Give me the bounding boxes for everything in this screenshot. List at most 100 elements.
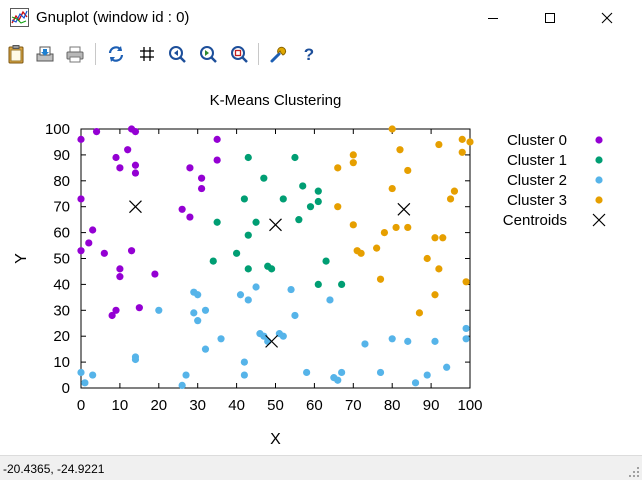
help-icon: ? [304, 45, 314, 64]
data-point-cluster-0 [131, 127, 140, 136]
toggle-grid-button[interactable] [135, 42, 159, 66]
mouse-coordinates: -20.4365, -24.9221 [3, 462, 105, 476]
legend-key-cluster-1 [595, 156, 603, 164]
data-point-cluster-2 [178, 381, 186, 390]
x-tick-label: 0 [77, 397, 85, 414]
data-point-cluster-0 [112, 153, 120, 162]
x-tick-label: 100 [457, 397, 482, 414]
y-tick-label: 100 [45, 121, 70, 138]
legend-label: Centroids [503, 212, 567, 229]
y-tick-label: 0 [62, 380, 70, 397]
data-point-cluster-0 [197, 174, 206, 182]
data-point-cluster-2 [404, 337, 412, 345]
data-point-cluster-3 [450, 187, 459, 195]
data-point-cluster-0 [127, 247, 136, 255]
data-point-cluster-0 [135, 304, 143, 312]
data-point-cluster-1 [279, 195, 287, 203]
options-button[interactable] [266, 42, 290, 66]
data-point-cluster-2 [291, 311, 299, 320]
minimize-button[interactable] [470, 0, 516, 36]
data-point-cluster-3 [373, 244, 381, 252]
data-point-cluster-3 [458, 148, 466, 156]
data-point-cluster-2 [194, 317, 202, 325]
title-bar[interactable]: Gnuplot (window id : 0) [0, 0, 642, 36]
x-tick-label: 40 [228, 397, 245, 414]
plot-area[interactable]: 0 10 20 30 40 50 60 70 80 90 100 0 10 20 30 40 50 60 70 80 9… [0, 72, 642, 454]
data-point-cluster-3 [376, 275, 385, 283]
data-point-cluster-0 [197, 184, 206, 193]
data-point-cluster-0 [77, 135, 85, 143]
data-point-cluster-2 [431, 337, 439, 345]
zoom-autoscale-icon [231, 46, 248, 63]
data-point-cluster-1 [295, 216, 303, 224]
data-point-cluster-2 [388, 335, 396, 343]
toolbar-separator [258, 43, 259, 65]
replot-button[interactable] [104, 42, 128, 66]
data-point-cluster-1 [306, 203, 315, 211]
zoom-next-button[interactable] [196, 42, 220, 66]
data-point-cluster-2 [287, 285, 295, 294]
data-point-cluster-3 [415, 309, 424, 317]
data-point-cluster-0 [85, 239, 93, 247]
data-point-cluster-0 [178, 205, 186, 213]
y-tick-label: 20 [53, 328, 70, 345]
data-point-cluster-3 [439, 234, 447, 242]
centroid-marker [397, 202, 411, 216]
plot-border [80, 128, 471, 389]
printer-icon [66, 46, 84, 63]
data-point-cluster-0 [116, 265, 124, 273]
data-point-cluster-0 [116, 273, 124, 281]
x-tick-label: 90 [423, 397, 440, 414]
print-button[interactable] [63, 42, 87, 66]
centroid-marker [265, 334, 279, 348]
resize-grip-icon[interactable] [628, 466, 640, 478]
data-point-cluster-3 [349, 151, 357, 159]
data-point-cluster-3 [404, 223, 412, 232]
data-point-cluster-2 [443, 363, 451, 371]
data-point-cluster-1 [314, 280, 322, 288]
data-point-cluster-3 [435, 140, 443, 149]
data-point-cluster-1 [314, 197, 322, 206]
data-point-cluster-3 [458, 135, 466, 143]
data-point-cluster-3 [388, 125, 396, 133]
data-point-cluster-0 [124, 146, 132, 154]
x-tick-label: 10 [112, 397, 129, 414]
x-tick-label: 20 [150, 397, 167, 414]
y-tick-label: 50 [53, 251, 70, 268]
data-point-cluster-2 [244, 296, 252, 304]
data-point-cluster-2 [334, 376, 342, 384]
y-tick-label: 60 [53, 225, 70, 242]
toolbar-separator [95, 43, 96, 65]
x-tick-label: 80 [384, 397, 401, 414]
data-point-cluster-1 [291, 153, 299, 162]
data-point-cluster-1 [252, 218, 260, 226]
legend-key-centroids [592, 213, 606, 227]
data-point-cluster-1 [244, 153, 252, 162]
y-tick-label: 90 [53, 147, 70, 164]
close-button[interactable] [584, 0, 630, 36]
data-point-cluster-0 [131, 169, 140, 177]
legend-label: Cluster 3 [507, 192, 567, 209]
data-point-cluster-0 [89, 226, 97, 234]
maximize-icon [545, 13, 555, 23]
data-point-cluster-0 [186, 213, 194, 221]
data-point-cluster-0 [77, 247, 85, 255]
svg-text:?: ? [304, 45, 314, 64]
data-point-cluster-2 [182, 371, 190, 379]
toolbar: ? [0, 38, 642, 70]
data-point-cluster-0 [131, 161, 140, 169]
print-to-file-button[interactable] [33, 42, 57, 66]
data-point-cluster-3 [404, 166, 412, 175]
copy-to-clipboard-button[interactable] [4, 42, 28, 66]
kmeans-scatter-plot[interactable]: 0 10 20 30 40 50 60 70 80 90 100 0 10 20 30 40 50 60 70 80 9… [0, 72, 642, 454]
data-point-cluster-2 [411, 379, 420, 387]
data-point-cluster-0 [116, 164, 124, 172]
help-button[interactable]: ? [297, 42, 321, 66]
maximize-button[interactable] [527, 0, 573, 36]
grid-icon [140, 47, 154, 61]
x-tick-label: 70 [345, 397, 362, 414]
zoom-previous-button[interactable] [165, 42, 189, 66]
data-point-cluster-1 [260, 174, 268, 182]
save-print-icon [36, 46, 54, 62]
autoscale-button[interactable] [227, 42, 251, 66]
